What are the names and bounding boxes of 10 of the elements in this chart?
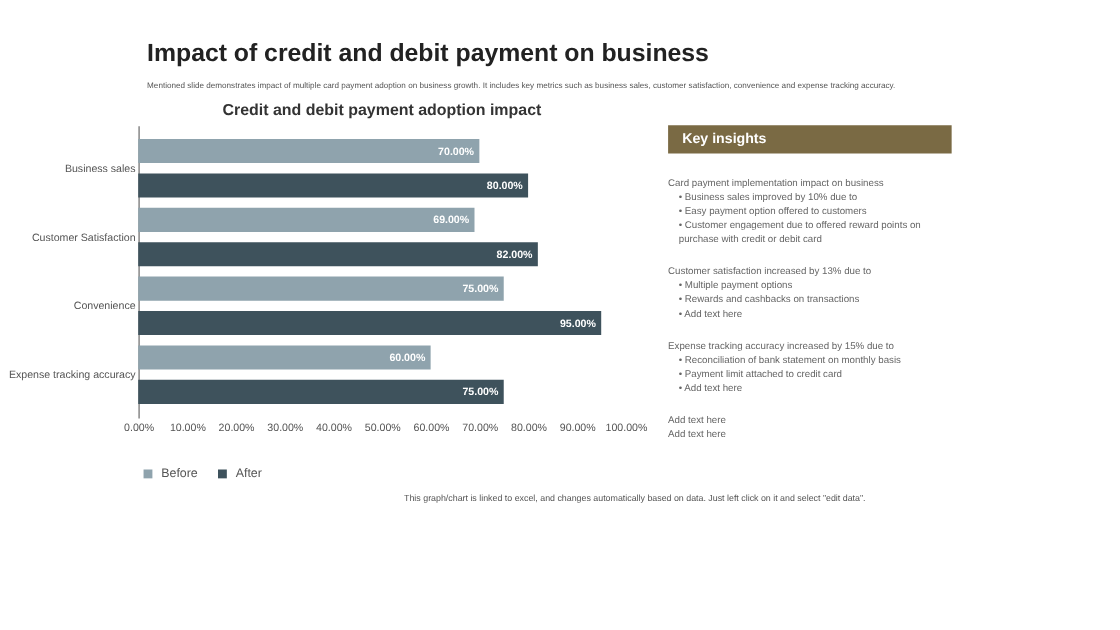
bar (138, 173, 529, 198)
bar (138, 311, 602, 336)
bar (138, 207, 475, 232)
bar (138, 379, 504, 404)
chart-title: Credit and debit payment adoption impact (222, 100, 542, 119)
bar (138, 242, 538, 267)
text: Impact of credit and debit payment on business (147, 39, 710, 68)
bar (138, 276, 504, 301)
bar (138, 345, 431, 370)
bar (138, 139, 480, 164)
